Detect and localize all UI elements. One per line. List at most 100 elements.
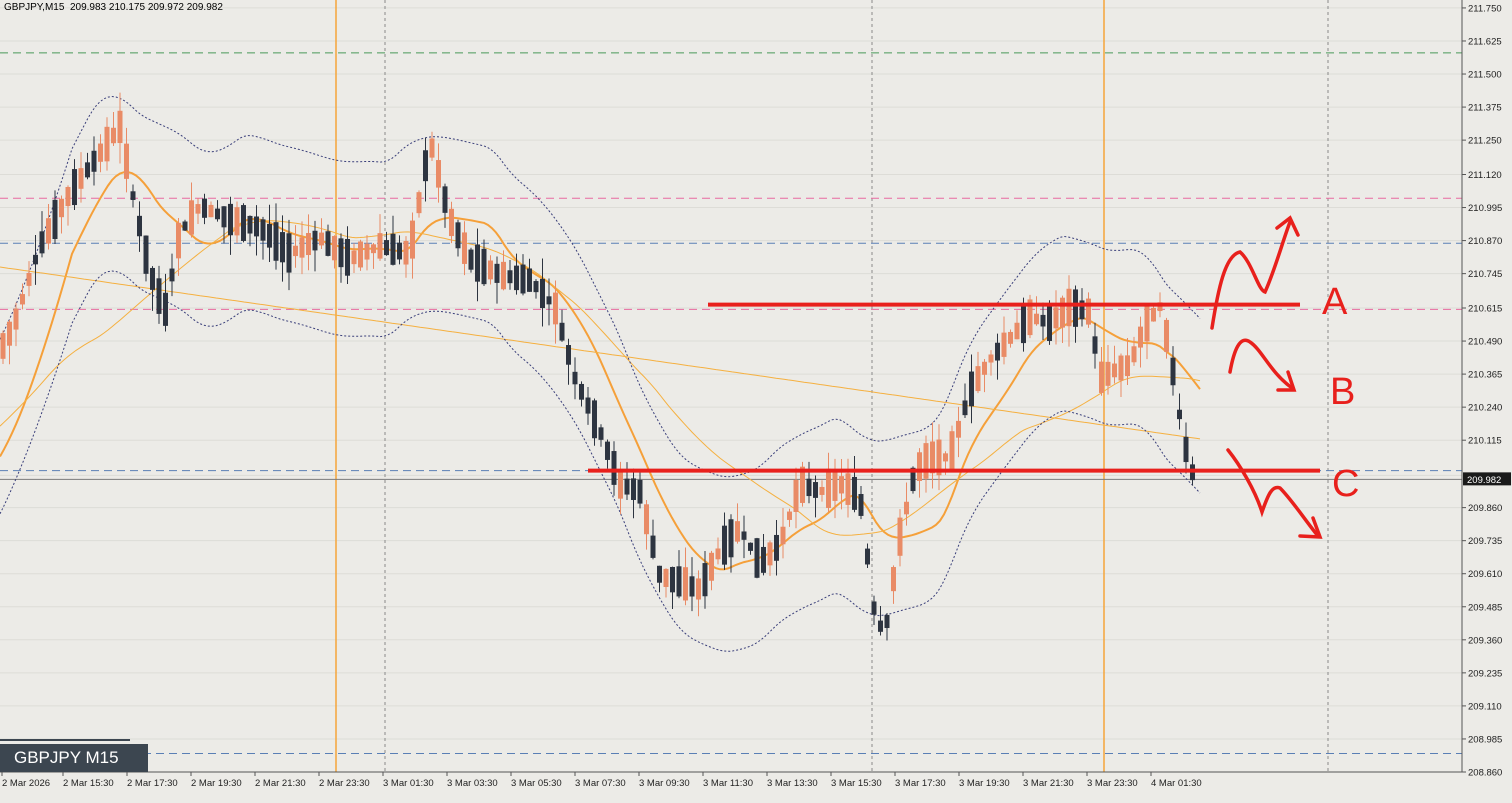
- candle-body: [520, 264, 526, 294]
- candle-body: [215, 208, 220, 220]
- candle-body: [156, 278, 162, 314]
- candle-body: [312, 230, 318, 251]
- scenario-label-b: B: [1330, 371, 1355, 413]
- time-label: 3 Mar 01:30: [383, 778, 434, 789]
- price-label: 209.735: [1468, 536, 1502, 547]
- time-label: 3 Mar 03:30: [447, 778, 498, 789]
- candle-body: [39, 231, 45, 254]
- candle-body: [624, 478, 630, 495]
- candle-body: [982, 361, 987, 375]
- price-label: 210.240: [1468, 403, 1502, 414]
- candle-body: [514, 265, 519, 291]
- price-label: 210.995: [1468, 203, 1502, 214]
- time-label: 2 Mar 17:30: [127, 778, 178, 789]
- candle-body: [455, 222, 461, 249]
- price-label: 210.615: [1468, 304, 1502, 315]
- candle-body: [462, 232, 467, 264]
- candle-body: [767, 542, 773, 566]
- candle-body: [1060, 297, 1065, 328]
- candle-body: [670, 566, 675, 593]
- arrow-b-head: [1276, 370, 1297, 392]
- candle-body: [91, 150, 97, 172]
- candle-body: [267, 223, 272, 248]
- annotations: A B C: [588, 215, 1359, 539]
- candle-body: [494, 263, 500, 283]
- candle-body: [1170, 357, 1176, 386]
- price-label: 211.250: [1468, 136, 1502, 147]
- candle-body: [826, 468, 831, 508]
- candle-body: [501, 261, 506, 290]
- candle-body: [46, 218, 51, 244]
- time-label: 4 Mar 01:30: [1151, 778, 1202, 789]
- ma-mid: [0, 220, 1201, 536]
- scenario-label-c: C: [1332, 463, 1359, 505]
- candle-body: [234, 207, 240, 236]
- price-label: 209.110: [1468, 701, 1502, 712]
- candle-body: [1138, 326, 1143, 348]
- price-label: 211.625: [1468, 36, 1502, 47]
- candle-body: [98, 143, 103, 162]
- candle-body: [780, 526, 786, 545]
- candle-body: [839, 476, 844, 494]
- time-label: 2 Mar 2026: [2, 778, 50, 789]
- time-label: 2 Mar 23:30: [319, 778, 370, 789]
- candle-body: [273, 222, 279, 261]
- time-label: 3 Mar 21:30: [1023, 778, 1074, 789]
- candle-body: [1151, 307, 1156, 322]
- candle-body: [748, 542, 753, 551]
- candle-body: [774, 534, 779, 561]
- arrow-a-head: [1275, 215, 1300, 237]
- ma-fast: [0, 171, 1201, 571]
- arrow-c-head: [1298, 516, 1323, 539]
- bollinger-upper: [0, 95, 1201, 478]
- candle-body: [897, 517, 903, 556]
- candle-body: [254, 216, 259, 237]
- price-label: 209.360: [1468, 635, 1502, 646]
- candle-body: [364, 243, 370, 260]
- candle-body: [949, 431, 955, 471]
- candle-body: [280, 232, 285, 263]
- candle-body: [540, 278, 545, 309]
- candle-body: [78, 168, 84, 189]
- candle-body: [891, 567, 896, 592]
- candle-body: [1066, 288, 1072, 327]
- price-label: 210.365: [1468, 370, 1502, 381]
- candle-body: [1027, 299, 1033, 336]
- indicators: [0, 95, 1201, 652]
- candle-body: [936, 439, 942, 476]
- price-label: 209.485: [1468, 602, 1502, 613]
- candle-body: [1105, 361, 1111, 386]
- candle-body: [1034, 313, 1039, 325]
- candle-body: [182, 221, 188, 231]
- candle-body: [403, 240, 409, 265]
- candle-body: [1092, 336, 1098, 354]
- price-label: 211.375: [1468, 103, 1502, 114]
- candle-body: [761, 546, 766, 573]
- candle-body: [221, 206, 227, 228]
- candle-body: [878, 620, 883, 632]
- price-label: 209.235: [1468, 668, 1502, 679]
- candle-body: [650, 535, 656, 558]
- candle-body: [1086, 298, 1091, 325]
- candle-body: [1125, 355, 1130, 377]
- candle-body: [65, 187, 71, 207]
- time-label: 3 Mar 19:30: [959, 778, 1010, 789]
- candle-body: [579, 383, 584, 400]
- candle-body: [208, 204, 214, 218]
- price-label: 211.750: [1468, 3, 1502, 14]
- grid: [0, 0, 1462, 773]
- time-label: 3 Mar 09:30: [639, 778, 690, 789]
- candle-body: [800, 466, 805, 503]
- candle-body: [1001, 332, 1007, 357]
- price-label: 209.860: [1468, 503, 1502, 514]
- candle-body: [1053, 307, 1059, 329]
- candle-body: [741, 531, 747, 540]
- candle-body: [26, 272, 32, 286]
- candle-body: [962, 400, 968, 416]
- candle-body: [806, 478, 812, 497]
- arrow-a-path: [1210, 220, 1292, 330]
- time-label: 2 Mar 15:30: [63, 778, 114, 789]
- candle-body: [1177, 409, 1182, 420]
